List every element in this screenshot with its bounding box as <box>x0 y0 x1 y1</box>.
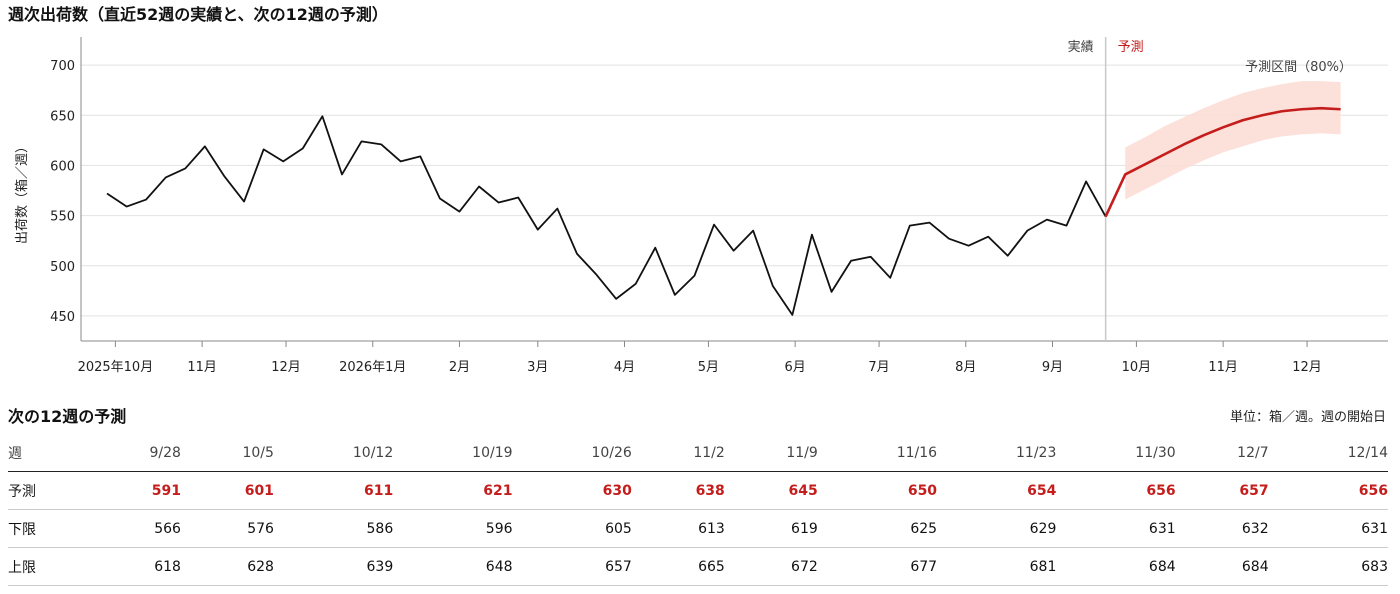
forecast-interval-band <box>1125 81 1341 200</box>
week-header: 11/9 <box>724 434 818 472</box>
table-header-row: 週 9/28 10/5 10/12 10/19 10/26 11/2 11/9 11/16 11/… <box>8 434 1388 472</box>
row-label: 上限 <box>8 547 88 586</box>
week-header: 11/23 <box>937 434 1057 472</box>
x-tick-label: 11月 <box>1208 360 1238 375</box>
x-tick-label: 12月 <box>1292 360 1322 375</box>
table-cell: 684 <box>1056 547 1176 586</box>
table-cell: 677 <box>817 547 938 586</box>
table-cell: 591 <box>88 471 181 510</box>
chart-title: 週次出荷数（直近52週の実績と、次の12週の予測） <box>8 5 388 24</box>
table-cell: 628 <box>180 547 274 586</box>
week-header: 10/5 <box>180 434 274 472</box>
y-tick-label: 650 <box>50 109 75 124</box>
table-cell: 586 <box>273 509 394 548</box>
table-cell: 657 <box>1175 471 1269 510</box>
table-cell: 654 <box>937 471 1057 510</box>
table-cell: 684 <box>1175 547 1269 586</box>
table-cell: 625 <box>817 509 938 548</box>
table-cell: 648 <box>393 547 513 586</box>
x-tick-label: 4月 <box>614 360 635 375</box>
table-cell: 631 <box>1268 509 1388 548</box>
table-cell: 611 <box>273 471 394 510</box>
chart-plot: 450 500 550 600 650 700 2025年10月 11月 12月 2026年1月 2… <box>14 37 1388 375</box>
table-cell: 650 <box>817 471 938 510</box>
x-tick-label: 5月 <box>698 360 719 375</box>
table-cell: 621 <box>393 471 513 510</box>
table-cell: 632 <box>1175 509 1269 548</box>
x-tick-label: 11月 <box>187 360 217 375</box>
table-cell: 681 <box>937 547 1057 586</box>
week-header: 9/28 <box>88 434 181 472</box>
x-tick-label: 8月 <box>955 360 976 375</box>
y-tick-label: 550 <box>50 210 75 225</box>
x-tick-label: 2026年1月 <box>339 360 406 375</box>
y-tick-label: 450 <box>50 310 75 325</box>
actual-label: 実績 <box>1068 39 1094 55</box>
table-cell: 665 <box>631 547 725 586</box>
table-cell: 672 <box>724 547 818 586</box>
actual-series-line <box>106 115 1107 316</box>
table-cell: 630 <box>512 471 632 510</box>
table-cell: 656 <box>1268 471 1388 510</box>
interval-label: 予測区間（80%） <box>1245 60 1352 75</box>
x-tick-label: 2月 <box>449 360 470 375</box>
table-cell: 566 <box>88 509 181 548</box>
y-tick-label: 700 <box>50 59 75 74</box>
table-cell: 619 <box>724 509 818 548</box>
x-tick-label: 2025年10月 <box>78 360 154 375</box>
week-header: 12/7 <box>1175 434 1269 472</box>
week-header: 11/30 <box>1056 434 1176 472</box>
y-tick-label: 500 <box>50 260 75 275</box>
table-row: 予測 591 601 611 621 630 638 645 650 654 656 657 656 <box>8 471 1388 510</box>
x-tick-label: 7月 <box>868 360 889 375</box>
table-title: 次の12週の予測 <box>8 407 127 426</box>
table-row: 下限 566 576 586 596 605 613 619 625 629 631 632 631 <box>8 509 1388 548</box>
x-tick-label: 10月 <box>1122 360 1152 375</box>
table-cell: 605 <box>512 509 632 548</box>
y-tick-label: 600 <box>50 159 75 174</box>
week-header: 11/2 <box>631 434 725 472</box>
table-cell: 638 <box>631 471 725 510</box>
table-unit-note: 単位：箱／週。週の開始日 <box>1229 410 1386 425</box>
table-cell: 631 <box>1056 509 1176 548</box>
x-tick-label: 9月 <box>1042 360 1063 375</box>
table-cell: 601 <box>180 471 274 510</box>
x-tick-label: 3月 <box>527 360 548 375</box>
forecast-label: 予測 <box>1118 40 1144 55</box>
table-cell: 683 <box>1268 547 1388 586</box>
week-header: 10/26 <box>512 434 632 472</box>
table-row: 上限 618 628 639 648 657 665 672 677 681 684 684 683 <box>8 547 1388 586</box>
x-tick-label: 12月 <box>271 360 301 375</box>
header-label: 週 <box>8 434 88 472</box>
week-header: 11/16 <box>817 434 938 472</box>
row-label: 予測 <box>8 471 88 510</box>
table-cell: 576 <box>180 509 274 548</box>
table-cell: 629 <box>937 509 1057 548</box>
table-cell: 657 <box>512 547 632 586</box>
y-axis-label: 出荷数（箱／週） <box>14 140 30 244</box>
forecast-table: 週 9/28 10/5 10/12 10/19 10/26 11/2 11/9 11/16 11/… <box>8 434 1388 586</box>
week-header: 10/12 <box>273 434 394 472</box>
row-label: 下限 <box>8 509 88 548</box>
week-header: 10/19 <box>393 434 513 472</box>
x-tick-label: 6月 <box>785 360 806 375</box>
forecast-series-line <box>1104 106 1341 218</box>
table-cell: 656 <box>1056 471 1176 510</box>
table-cell: 618 <box>88 547 181 586</box>
week-header: 12/14 <box>1268 434 1388 472</box>
table-cell: 645 <box>724 471 818 510</box>
table-cell: 639 <box>273 547 394 586</box>
table-cell: 613 <box>631 509 725 548</box>
table-cell: 596 <box>393 509 513 548</box>
